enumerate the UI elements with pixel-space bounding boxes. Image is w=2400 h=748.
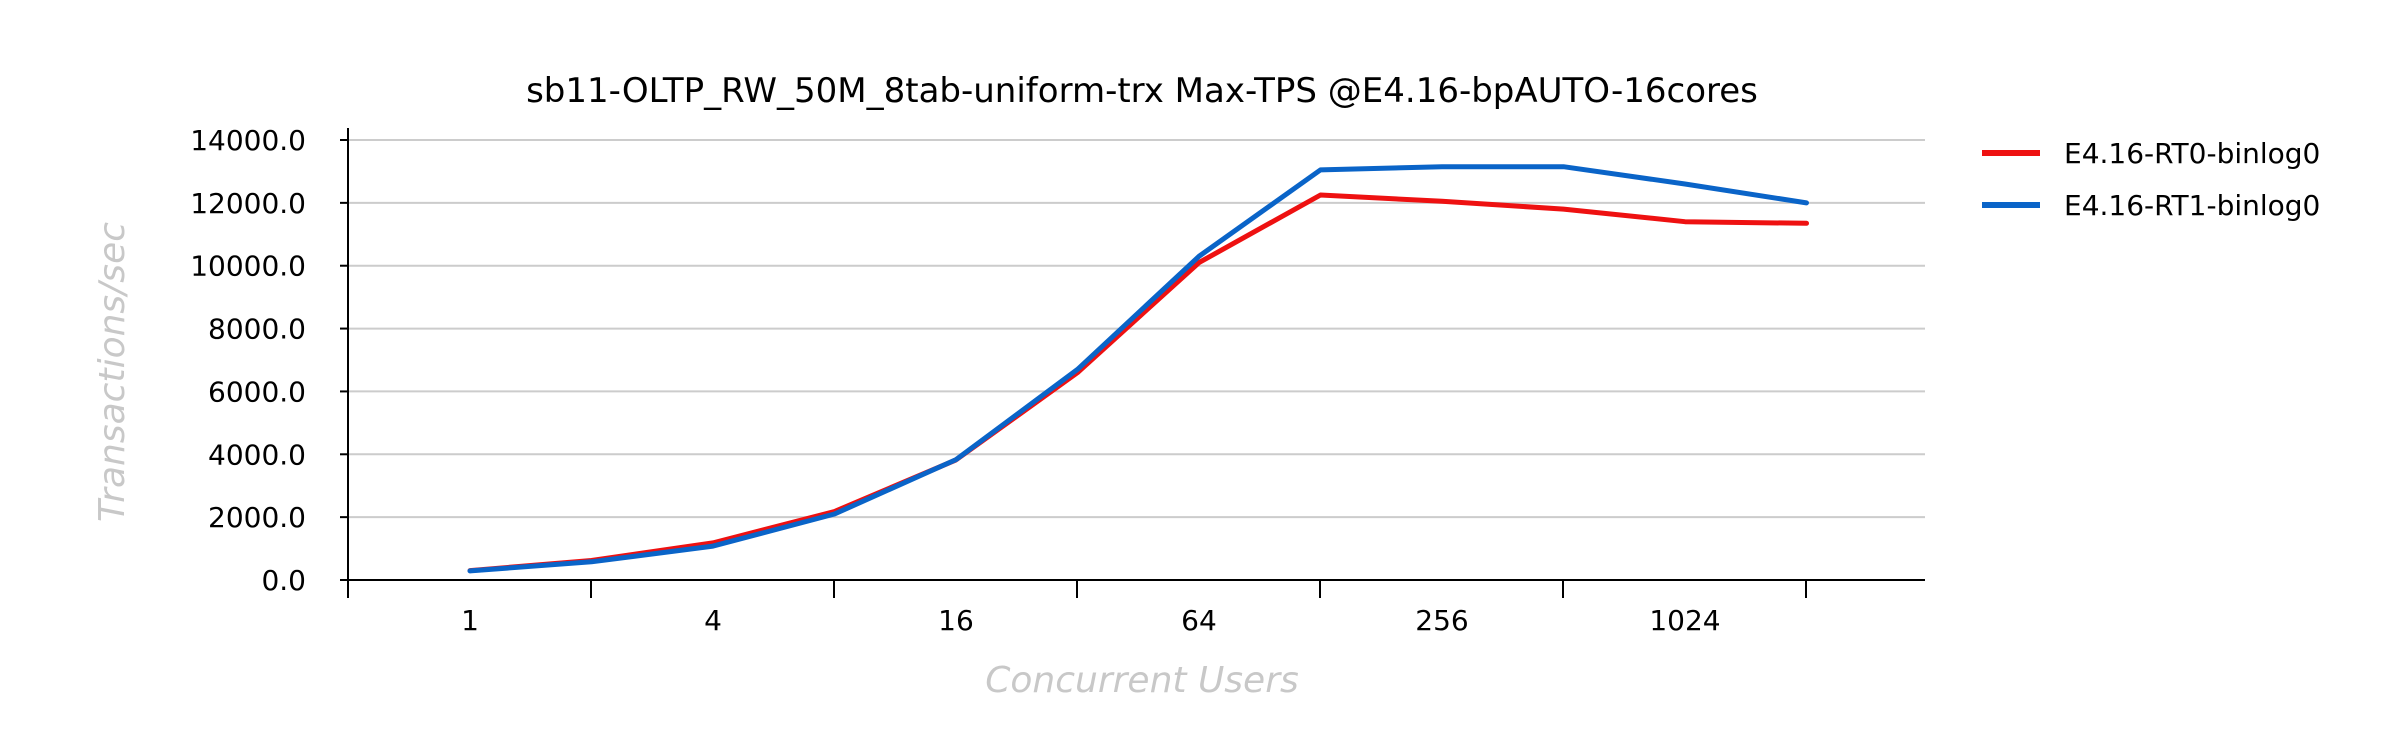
y-tick-label: 0.0 — [261, 564, 306, 597]
x-tick-label: 256 — [1415, 604, 1468, 637]
y-tick-label: 2000.0 — [208, 501, 306, 534]
y-tick-label: 6000.0 — [208, 375, 306, 408]
grid-layer — [348, 139, 1925, 519]
y-tick-label: 8000.0 — [208, 313, 306, 346]
chart-title: sb11-OLTP_RW_50M_8tab-uniform-trx Max-TP… — [526, 71, 1758, 111]
y-tick-label: 12000.0 — [190, 187, 306, 220]
x-tick-label: 1024 — [1649, 604, 1720, 637]
legend-label-2: E4.16-RT1-binlog0 — [2064, 189, 2320, 222]
legend-label-1: E4.16-RT0-binlog0 — [2064, 137, 2320, 170]
y-tick-label: 4000.0 — [208, 438, 306, 471]
y-tick-label: 14000.0 — [190, 124, 306, 157]
x-axis-label: Concurrent Users — [985, 660, 1299, 701]
x-tick-label: 4 — [704, 604, 722, 637]
y-axis-label: Transactions/sec — [92, 222, 133, 522]
x-tick-label: 1 — [461, 604, 479, 637]
y-tick-label: 10000.0 — [190, 250, 306, 283]
series-line-1 — [467, 192, 1809, 574]
axes-layer: 0.0 2000.0 4000.0 6000.0 8000.0 10000.0 12000.… — [190, 124, 1925, 637]
x-tick-label: 16 — [938, 604, 974, 637]
series-line-2 — [467, 164, 1809, 574]
x-tick-label: 64 — [1181, 604, 1217, 637]
series-layer — [467, 164, 1809, 574]
legend: E4.16-RT0-binlog0 E4.16-RT1-binlog0 — [1982, 137, 2320, 222]
